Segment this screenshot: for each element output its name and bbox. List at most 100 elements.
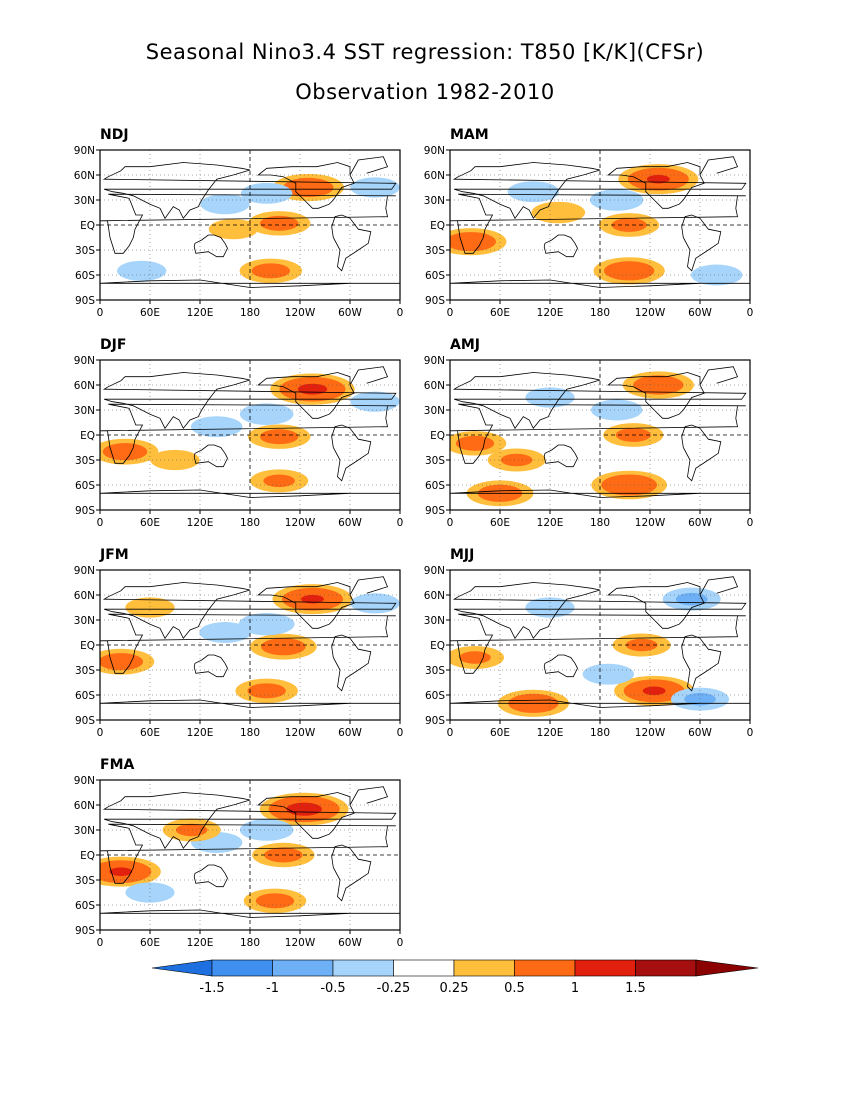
anomaly-contour [117,260,167,281]
lon-tick-label: 0 [447,517,454,529]
coastline [102,372,397,430]
coastline [102,582,397,640]
lon-tick-label: 60W [338,307,362,319]
coastline [543,444,578,468]
lon-tick-label: 120E [537,517,564,529]
lon-tick-label: 0 [97,727,104,739]
coastline [331,844,372,902]
lon-tick-label: 0 [397,937,404,949]
coastline [607,372,705,419]
lat-tick-label: 30S [75,875,95,887]
anomaly-contour [525,597,575,618]
anomaly-contour [109,867,133,876]
coastline [699,366,739,386]
anomaly-contour [531,201,586,224]
lat-tick-label: 90N [74,775,95,787]
lat-tick-label: 60S [425,690,445,702]
anomaly-contour [525,387,575,408]
lat-tick-label: 60S [425,270,445,282]
coastline [681,424,722,482]
lon-tick-label: 0 [747,307,754,319]
colorbar-tick-label: -0.5 [320,981,345,996]
lon-tick-label: 180 [240,517,260,529]
lon-tick-label: 120E [187,727,214,739]
anomaly-contour [150,449,200,471]
lat-tick-label: 60S [75,900,95,912]
lon-tick-label: 60W [688,307,712,319]
lon-tick-label: 60W [688,517,712,529]
anomaly-contour [247,683,286,699]
colorbar-swatch [635,959,697,977]
coastline [452,372,747,430]
lon-tick-label: 60E [140,517,160,529]
coastline [349,156,389,176]
anomaly-contour [240,182,293,204]
coastline [450,403,746,464]
coastline [349,366,389,386]
anomaly-layer [450,156,750,288]
lon-tick-label: 120W [285,727,316,739]
colorbar: -1.5 -1 -0.5 -0.25 0.25 0.5 1 1.5 [150,959,759,1000]
coastline [102,162,397,220]
lat-tick-label: EQ [430,430,445,442]
lon-tick-label: 180 [240,307,260,319]
coastline [450,279,750,288]
lat-tick-label: 30N [424,195,445,207]
lat-tick-label: 30N [74,615,95,627]
anomaly-contour [690,264,743,286]
lon-tick-label: 120E [537,727,564,739]
coastline [102,792,397,850]
lat-tick-label: 60N [74,380,95,392]
lon-tick-label: 120E [187,937,214,949]
colorbar-swatch [574,959,636,977]
lon-tick-label: 0 [747,727,754,739]
colorbar-tick-label: 1 [571,981,579,996]
coastline [100,279,400,288]
anomaly-contour [239,819,294,841]
coastline [100,699,400,708]
lon-tick-label: 0 [447,727,454,739]
anomaly-contour [286,802,322,816]
anomaly-contour [350,391,400,412]
lat-tick-label: 60N [74,590,95,602]
anomaly-contour [684,692,716,706]
colorbar-swatch [393,959,455,977]
lon-tick-label: 60W [338,727,362,739]
lon-tick-label: 60W [688,727,712,739]
season-label: FMA [100,757,135,773]
lat-tick-label: 30S [75,455,95,467]
lat-tick-label: 90S [75,925,95,937]
lon-tick-label: 60W [338,937,362,949]
lat-tick-label: 30S [425,455,445,467]
coastline [699,156,739,176]
lat-tick-label: 30N [424,405,445,417]
anomaly-contour [261,638,306,656]
lat-tick-label: 90N [424,145,445,157]
coastline [100,403,396,464]
season-label: DJF [100,337,127,353]
lat-tick-label: 30N [74,195,95,207]
anomaly-contour [190,416,243,438]
coastline [257,792,355,839]
lat-tick-label: 60N [424,590,445,602]
lat-tick-label: 30N [74,825,95,837]
season-label: JFM [100,547,129,563]
lon-tick-label: 0 [397,307,404,319]
lat-tick-label: EQ [80,640,95,652]
coastline [100,613,396,674]
lat-tick-label: 90N [74,355,95,367]
anomaly-contour [589,189,644,211]
colorbar-arrow-high [695,959,759,977]
anomaly-contour [255,893,295,909]
coastline [193,864,228,888]
lat-tick-label: 90S [425,505,445,517]
anomaly-contour [582,663,635,685]
coastline [607,162,705,209]
lat-tick-label: EQ [430,220,445,232]
season-label: AMJ [450,337,480,353]
coastline [257,162,355,209]
lat-tick-label: 60N [424,170,445,182]
lat-tick-label: 90S [75,505,95,517]
map-panel-djf: DJF 90N 60N 30N EQ 30S 60S 90S 0 60E 120E 180 120W 60… [60,337,420,537]
